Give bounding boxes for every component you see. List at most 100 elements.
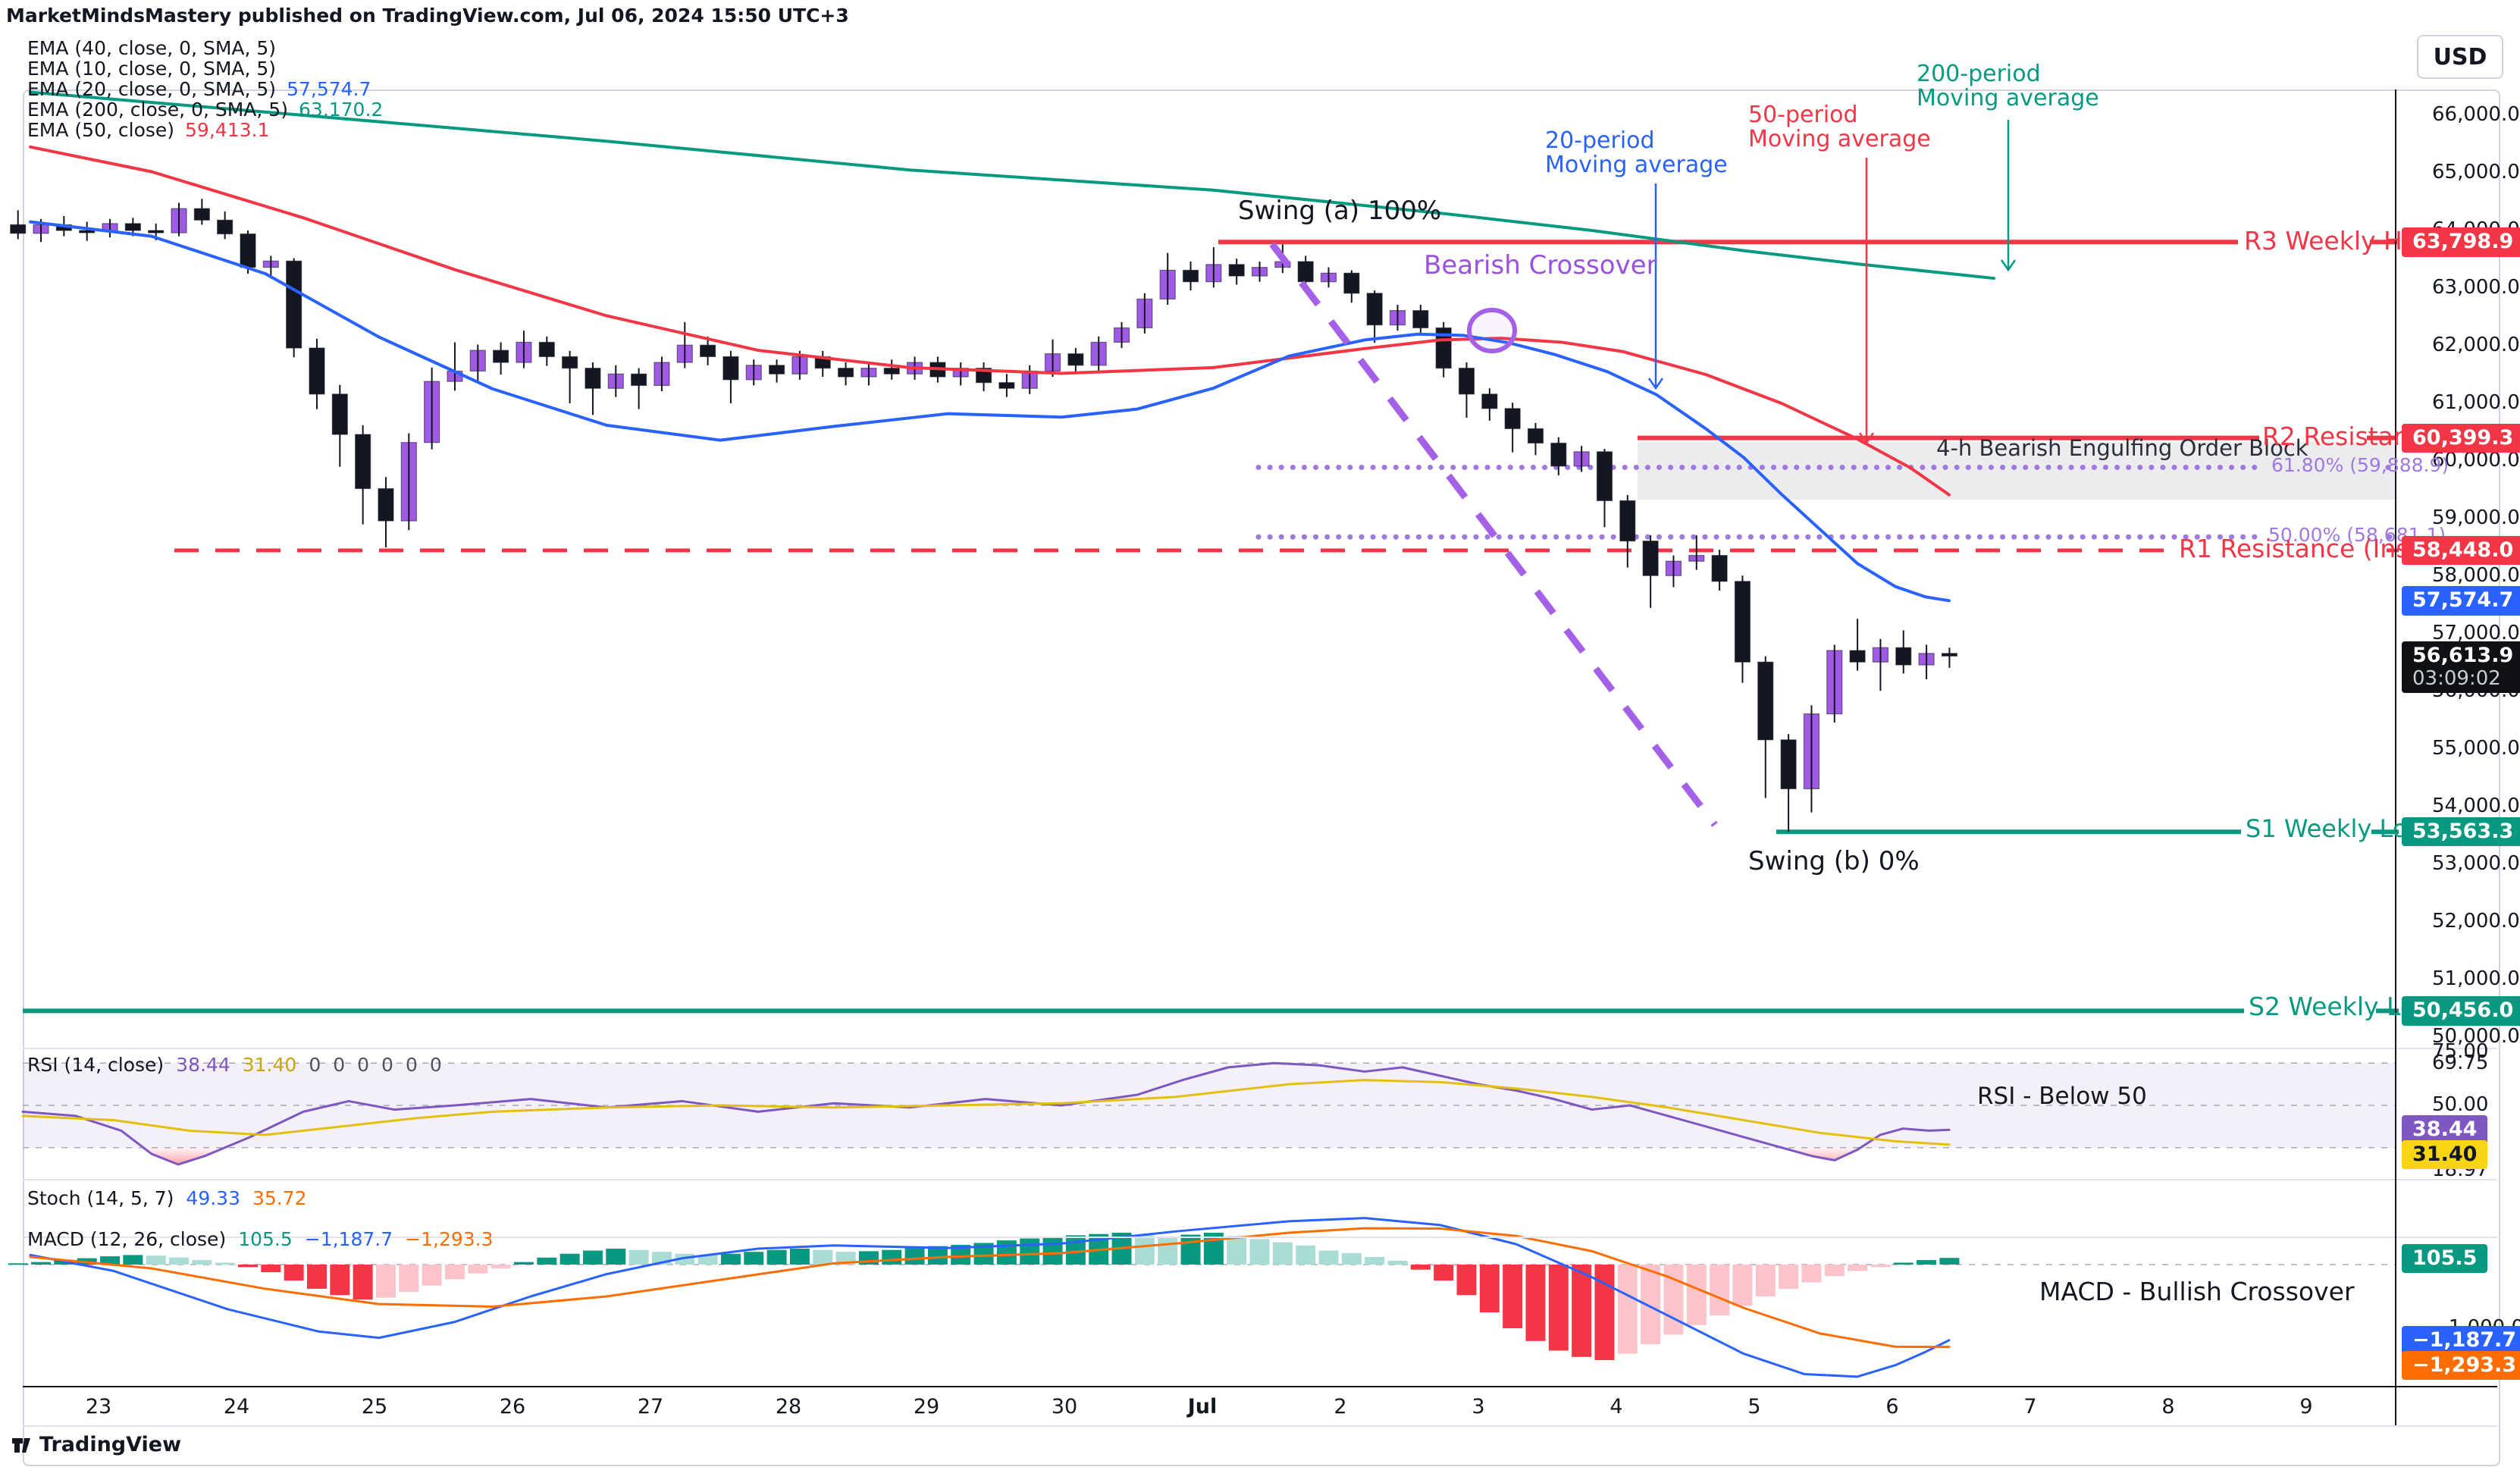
- price-badge: 60,399.3: [2402, 423, 2520, 453]
- legend-row[interactable]: EMA (20, close, 0, SMA, 5) 57,574.7: [27, 79, 383, 99]
- tradingview-brand-text: TradingView: [39, 1433, 182, 1456]
- legend-value: 49.33: [186, 1187, 240, 1209]
- indicator-legend[interactable]: EMA (40, close, 0, SMA, 5) EMA (10, close…: [27, 38, 383, 140]
- stoch-legend[interactable]: Stoch (14, 5, 7) 49.33 35.72: [27, 1187, 307, 1209]
- legend-label: EMA (10, close, 0, SMA, 5): [27, 58, 277, 80]
- price-badge: 63,798.9: [2402, 227, 2520, 257]
- time-label: 4: [1609, 1395, 1623, 1418]
- price-badge: 57,574.7: [2402, 586, 2520, 616]
- macd-histogram: [8, 1233, 1960, 1360]
- time-label: 2: [1334, 1395, 1347, 1418]
- time-label: Jul: [1187, 1395, 1218, 1418]
- price-tick: 53,000.0: [2432, 852, 2520, 875]
- price-tick: 65,000.0: [2432, 161, 2520, 183]
- legend-label: RSI (14, close): [27, 1054, 165, 1076]
- rsi-tick: 50.00: [2432, 1093, 2489, 1116]
- legend-row[interactable]: EMA (40, close, 0, SMA, 5): [27, 38, 383, 58]
- time-label: 30: [1051, 1395, 1078, 1418]
- legend-value: 0: [333, 1054, 346, 1076]
- price-badge: 58,448.0: [2402, 535, 2520, 566]
- price-badge: 50,456.0: [2402, 996, 2520, 1026]
- price-badge: 53,563.3: [2402, 817, 2520, 847]
- time-label: 5: [1747, 1395, 1761, 1418]
- legend-row[interactable]: EMA (10, close, 0, SMA, 5): [27, 58, 383, 79]
- macd-badge: −1,293.3: [2402, 1351, 2520, 1381]
- header-attribution: MarketMindsMastery published on TradingV…: [6, 5, 849, 27]
- legend-row[interactable]: EMA (50, close) 59,413.1: [27, 120, 383, 140]
- rsi-oversold-zone: [139, 1147, 221, 1165]
- price-badge: 56,613.9 03:09:02: [2402, 641, 2520, 693]
- legend-label: Stoch (14, 5, 7): [27, 1187, 174, 1209]
- annotation-s1: S1 Weekly Low: [2246, 814, 2428, 843]
- annotation-swing-b: Swing (b) 0%: [1748, 846, 1920, 876]
- annotation-ma50: 50-period Moving average: [1748, 102, 1931, 153]
- price-tick: 55,000.0: [2432, 737, 2520, 760]
- crossover-circle: [1467, 308, 1517, 353]
- legend-value: 0: [429, 1054, 442, 1076]
- currency-button[interactable]: USD: [2417, 35, 2503, 79]
- price-tick: 66,000.0: [2432, 103, 2520, 126]
- time-label: 6: [1885, 1395, 1899, 1418]
- annotation-macd-note: MACD - Bullish Crossover: [2039, 1277, 2355, 1306]
- legend-value: 0: [309, 1054, 321, 1076]
- annotation-ma200: 200-period Moving average: [1917, 61, 2099, 112]
- tradingview-logo-icon: [12, 1437, 30, 1453]
- rsi-tick: 69.75: [2432, 1051, 2489, 1074]
- legend-value: −1,293.3: [405, 1228, 494, 1250]
- legend-value: −1,187.7: [304, 1228, 393, 1250]
- legend-value: 59,413.1: [185, 119, 270, 141]
- tradingview-footer[interactable]: TradingView: [11, 1433, 181, 1456]
- annotation-swing-a: Swing (a) 100%: [1238, 196, 1442, 226]
- price-tick: 59,000.0: [2432, 506, 2520, 529]
- legend-value: 0: [381, 1054, 393, 1076]
- price-tick: 63,000.0: [2432, 276, 2520, 299]
- price-tick: 51,000.0: [2432, 967, 2520, 990]
- time-label: 7: [2023, 1395, 2037, 1418]
- time-label: 24: [223, 1395, 250, 1418]
- time-label: 28: [775, 1395, 802, 1418]
- annotation-rsi-note: RSI - Below 50: [1977, 1083, 2147, 1110]
- legend-value: 0: [357, 1054, 370, 1076]
- time-label: 23: [85, 1395, 112, 1418]
- annotation-bearish-crossover: Bearish Crossover: [1424, 250, 1657, 281]
- legend-label: EMA (40, close, 0, SMA, 5): [27, 37, 277, 59]
- legend-value: 35.72: [252, 1187, 307, 1209]
- legend-label: EMA (50, close): [27, 119, 175, 141]
- legend-label: EMA (200, close, 0, SMA, 5): [27, 99, 288, 121]
- time-label: 3: [1472, 1395, 1485, 1418]
- rsi-badge: 31.40: [2402, 1140, 2488, 1170]
- time-label: 29: [913, 1395, 940, 1418]
- rsi-oversold-zone: [1782, 1147, 1863, 1161]
- legend-label: MACD (12, 26, close): [27, 1228, 227, 1250]
- price-tick: 52,000.0: [2432, 910, 2520, 933]
- rsi-legend[interactable]: RSI (14, close) 38.44 31.40 0 0 0 0 0 0: [27, 1054, 442, 1076]
- rsi-badge: 38.44: [2402, 1115, 2488, 1145]
- macd-badge: 105.5: [2402, 1244, 2488, 1274]
- price-tick: 57,000.0: [2432, 622, 2520, 644]
- legend-label: EMA (20, close, 0, SMA, 5): [27, 78, 277, 100]
- legend-value: 38.44: [176, 1054, 230, 1076]
- annotation-order-block: 4-h Bearish Engulfing Order Block: [1936, 435, 2308, 461]
- price-tick: 61,000.0: [2432, 391, 2520, 414]
- price-tick: 60,000.0: [2432, 449, 2520, 472]
- time-label: 8: [2161, 1395, 2175, 1418]
- legend-value: 63,170.2: [298, 99, 384, 121]
- time-label: 26: [499, 1395, 526, 1418]
- annotation-ma20: 20-period Moving average: [1545, 127, 1728, 179]
- legend-row[interactable]: EMA (200, close, 0, SMA, 5) 63,170.2: [27, 99, 383, 120]
- legend-value: 57,574.7: [287, 78, 371, 100]
- macd-legend[interactable]: MACD (12, 26, close) 105.5 −1,187.7 −1,293.…: [27, 1228, 494, 1250]
- price-tick: 62,000.0: [2432, 334, 2520, 356]
- time-label: 9: [2299, 1395, 2313, 1418]
- price-tick: 54,000.0: [2432, 795, 2520, 817]
- legend-value: 0: [405, 1054, 418, 1076]
- legend-value: 105.5: [238, 1228, 293, 1250]
- time-label: 25: [361, 1395, 388, 1418]
- price-tick: 58,000.0: [2432, 564, 2520, 587]
- macd-badge: −1,187.7: [2402, 1326, 2520, 1356]
- legend-value: 31.40: [242, 1054, 297, 1076]
- order-block-zone: [1638, 442, 2396, 500]
- rsi-tick: 75.00: [2432, 1040, 2489, 1064]
